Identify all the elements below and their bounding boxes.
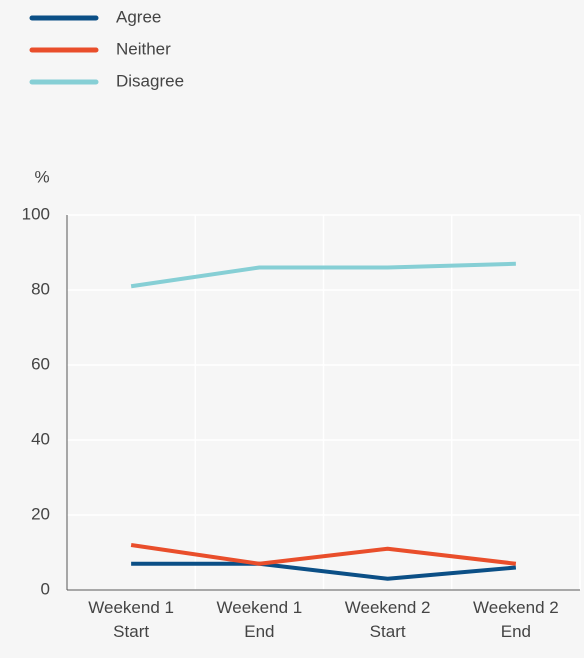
- y-tick-label: 100: [22, 204, 50, 223]
- legend-label: Agree: [116, 7, 161, 26]
- legend-label: Disagree: [116, 71, 184, 90]
- x-tick-label: Weekend 2 End: [473, 598, 559, 641]
- y-tick-label: 0: [41, 579, 50, 598]
- y-tick-label: 80: [31, 279, 50, 298]
- x-tick-label: Weekend 2 Start: [345, 598, 431, 641]
- y-tick-label: 20: [31, 504, 50, 523]
- y-axis-label: %: [34, 167, 49, 186]
- y-tick-label: 40: [31, 429, 50, 448]
- y-tick-label: 60: [31, 354, 50, 373]
- series-line: [130, 261, 516, 289]
- x-tick-label: Weekend 1 End: [217, 598, 303, 641]
- legend-label: Neither: [116, 39, 171, 58]
- series-line: [130, 543, 517, 566]
- series-line: [131, 561, 517, 581]
- x-tick-label: Weekend 1 Start: [88, 598, 174, 641]
